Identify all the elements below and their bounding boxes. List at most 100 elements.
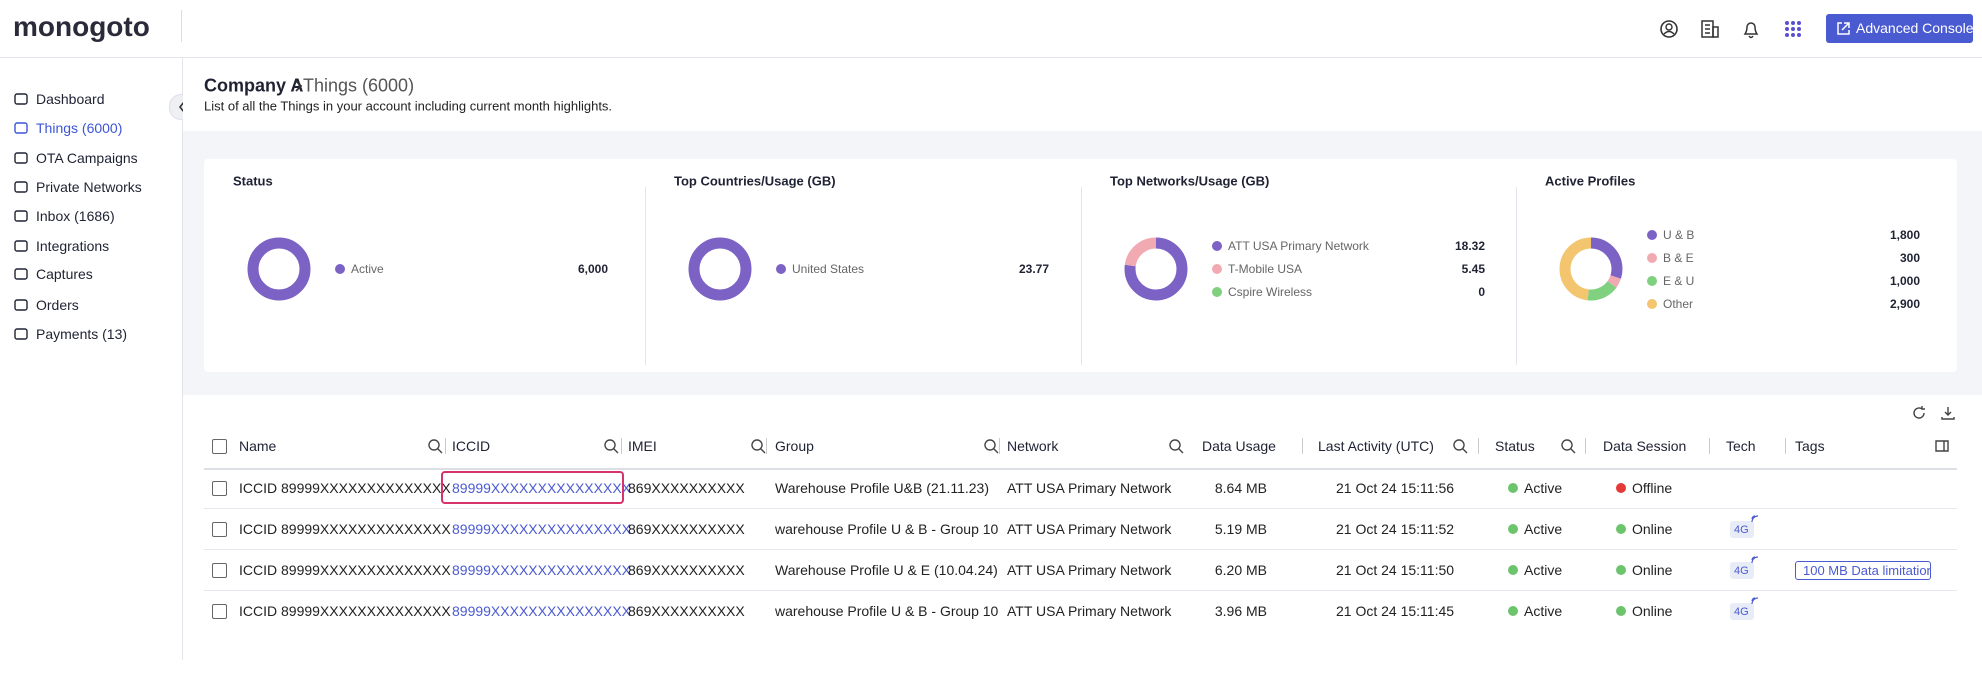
sidebar-icon bbox=[14, 210, 28, 222]
header: monogoto Advanced Console bbox=[0, 0, 1982, 58]
card-title: Top Networks/Usage (GB) bbox=[1110, 173, 1270, 189]
network-cell: ATT USA Primary Network bbox=[1007, 521, 1172, 537]
sidebar-item[interactable]: Payments (13) bbox=[0, 321, 170, 347]
column-search[interactable] bbox=[427, 438, 443, 454]
iccid-link[interactable]: 89999XXXXXXXXXXXXXXX bbox=[452, 480, 631, 496]
icon-shape bbox=[751, 439, 766, 454]
status: Active bbox=[1524, 603, 1563, 619]
summary-card: Top Countries/Usage (GB) United States 23.… bbox=[645, 159, 1081, 372]
iccid-link[interactable]: 89999XXXXXXXXXXXXXXX bbox=[452, 603, 631, 619]
summary-card: Status Active 6,000 bbox=[204, 159, 645, 372]
data-session: Online bbox=[1632, 521, 1673, 537]
icon-shape bbox=[14, 328, 28, 340]
column-search[interactable] bbox=[1168, 438, 1184, 454]
apps-icon[interactable] bbox=[1782, 18, 1804, 40]
header-divider bbox=[181, 10, 182, 42]
column-separator bbox=[1785, 438, 1786, 454]
profile-icon[interactable] bbox=[1658, 18, 1680, 40]
sidebar-item[interactable]: Orders bbox=[0, 292, 170, 318]
sidebar-item[interactable]: Captures bbox=[0, 261, 170, 287]
name-cell: ICCID 89999XXXXXXXXXXXXXX bbox=[239, 603, 451, 619]
name-cell: ICCID 89999XXXXXXXXXXXXXX bbox=[239, 480, 451, 496]
column-settings[interactable] bbox=[1934, 438, 1950, 454]
icon-shape bbox=[1913, 406, 1925, 419]
tag-label: 100 MB Data limitation bbox=[1803, 563, 1931, 578]
iccid-link[interactable]: 89999XXXXXXXXXXXXXXX bbox=[452, 562, 631, 578]
iccid-link[interactable]: 89999XXXXXXXXXXXXXXX bbox=[452, 521, 631, 537]
icon-shape bbox=[1935, 440, 1949, 452]
network-cell: ATT USA Primary Network bbox=[1007, 603, 1172, 619]
bell-icon[interactable] bbox=[1740, 18, 1762, 40]
company-name[interactable]: Company A bbox=[204, 75, 304, 96]
legend-label: United States bbox=[792, 262, 865, 276]
column-separator bbox=[766, 438, 767, 454]
title-band bbox=[183, 58, 1982, 131]
legend-value: 300 bbox=[1899, 250, 1920, 265]
status-dot bbox=[1616, 483, 1626, 493]
icon-shape bbox=[604, 439, 619, 454]
sidebar-item[interactable]: Integrations bbox=[0, 233, 170, 259]
column-header: ICCID bbox=[452, 438, 491, 454]
sidebar-icon bbox=[14, 181, 28, 193]
column-header: Data Usage bbox=[1202, 438, 1276, 454]
legend-label: U & B bbox=[1663, 227, 1695, 242]
donut-segment bbox=[1559, 237, 1623, 301]
icon-shape bbox=[1561, 439, 1576, 454]
data-usage: 8.64 MB bbox=[1214, 480, 1267, 496]
sidebar-item[interactable]: Things (6000) bbox=[0, 115, 170, 141]
icon-shape bbox=[14, 210, 28, 222]
legend-dot bbox=[1647, 275, 1657, 286]
sidebar-icon bbox=[14, 122, 28, 134]
icon-shape bbox=[14, 93, 28, 105]
sidebar-item[interactable]: Dashboard bbox=[0, 86, 170, 112]
company-icon[interactable] bbox=[1698, 18, 1720, 40]
card-title: Top Countries/Usage (GB) bbox=[674, 173, 836, 189]
sidebar-label: Things (6000) bbox=[36, 120, 123, 136]
icon-shape bbox=[1751, 556, 1759, 564]
icon-shape bbox=[14, 268, 28, 280]
legend-label: Cspire Wireless bbox=[1228, 285, 1313, 299]
group-cell: warehouse Profile U & B - Group 10 bbox=[775, 521, 999, 537]
column-search[interactable] bbox=[983, 438, 999, 454]
row-checkbox[interactable] bbox=[212, 563, 227, 578]
legend-value: 2,900 bbox=[1889, 296, 1920, 311]
button-label: Advanced Console bbox=[1856, 20, 1974, 36]
column-search[interactable] bbox=[603, 438, 619, 454]
icon-shape bbox=[1453, 439, 1468, 454]
legend-label: B & E bbox=[1663, 250, 1694, 265]
column-search[interactable] bbox=[750, 438, 766, 454]
refresh-button[interactable] bbox=[1911, 405, 1927, 421]
sidebar-label: Inbox (1686) bbox=[36, 208, 115, 224]
status-dot bbox=[1616, 565, 1626, 575]
status-dot bbox=[1508, 524, 1518, 534]
legend-dot bbox=[1212, 264, 1222, 274]
select-all-checkbox[interactable] bbox=[212, 439, 227, 454]
status-dot bbox=[1508, 565, 1518, 575]
icon-shape bbox=[14, 240, 28, 252]
sidebar-icon bbox=[14, 268, 28, 280]
row-checkbox[interactable] bbox=[212, 604, 227, 619]
last-activity-cell: 21 Oct 24 15:11:52 bbox=[1336, 521, 1455, 537]
card-title: Active Profiles bbox=[1545, 173, 1636, 189]
network-cell: ATT USA Primary Network bbox=[1007, 562, 1172, 578]
icon-shape bbox=[1751, 515, 1759, 523]
sidebar-item[interactable]: Inbox (1686) bbox=[0, 203, 170, 229]
row-border bbox=[204, 590, 1957, 591]
advanced-console-button[interactable]: Advanced Console bbox=[1826, 14, 1974, 43]
download-button[interactable] bbox=[1940, 405, 1956, 421]
sidebar-item[interactable]: Private Networks bbox=[0, 174, 170, 200]
logo[interactable]: monogoto bbox=[13, 11, 150, 42]
tech-label: 4G bbox=[1734, 606, 1749, 618]
breadcrumb-chevron bbox=[295, 80, 303, 92]
legend-dot bbox=[776, 264, 786, 274]
column-search[interactable] bbox=[1452, 438, 1468, 454]
column-search[interactable] bbox=[1560, 438, 1576, 454]
sidebar-item[interactable]: OTA Campaigns bbox=[0, 145, 170, 171]
sidebar-label: Orders bbox=[36, 297, 79, 313]
donut-segment bbox=[688, 237, 752, 301]
tag-chip[interactable]: 100 MB Data limitation bbox=[1795, 561, 1931, 580]
signal-icon bbox=[1751, 515, 1759, 523]
row-checkbox[interactable] bbox=[212, 481, 227, 496]
chevron-left bbox=[178, 101, 185, 113]
row-checkbox[interactable] bbox=[212, 522, 227, 537]
